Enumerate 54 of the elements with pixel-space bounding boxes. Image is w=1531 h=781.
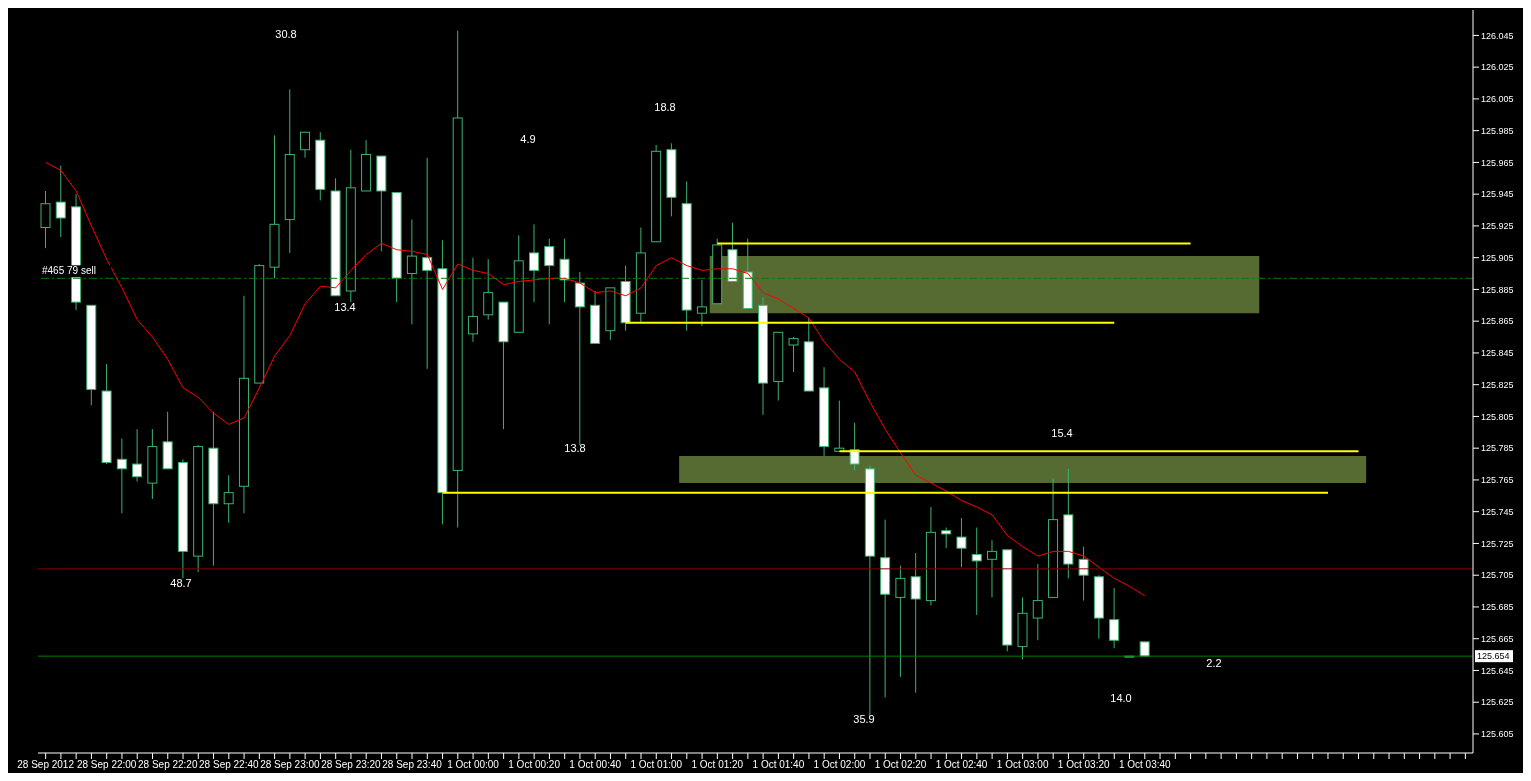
- y-tick-label: 125.625: [1481, 697, 1514, 708]
- y-tick-label: 125.845: [1481, 348, 1514, 359]
- y-tick-label: 125.965: [1481, 157, 1514, 168]
- y-tick-label: 125.865: [1481, 316, 1514, 327]
- x-tick-label: 1 Oct 00:40: [569, 759, 622, 771]
- annotation: 2.2: [1206, 657, 1222, 669]
- x-tick-label: 28 Sep 2012: [17, 759, 75, 771]
- ref-line-label: #465 79 sell: [42, 265, 96, 277]
- x-tick-label: 28 Sep 22:20: [138, 759, 198, 771]
- x-tick-label: 28 Sep 23:00: [260, 759, 321, 771]
- annotation: 35.9: [853, 713, 875, 725]
- y-tick-label: 125.605: [1481, 729, 1514, 740]
- y-tick-label: 125.685: [1481, 602, 1514, 613]
- x-tick-label: 28 Sep 23:40: [382, 759, 443, 771]
- x-tick-label: 1 Oct 02:40: [935, 759, 988, 771]
- x-tick-label: 1 Oct 03:00: [996, 759, 1049, 771]
- y-tick-label: 125.745: [1481, 506, 1514, 517]
- y-tick-label: 125.645: [1481, 665, 1514, 676]
- x-tick-label: 1 Oct 03:20: [1057, 759, 1110, 771]
- x-tick-label: 28 Sep 22:40: [199, 759, 260, 771]
- y-tick-label: 125.725: [1481, 538, 1514, 549]
- y-tick-label: 125.805: [1481, 411, 1514, 422]
- y-tick-label: 125.885: [1481, 284, 1514, 295]
- annotation: 14.0: [1110, 692, 1132, 704]
- x-tick-label: 1 Oct 00:00: [447, 759, 500, 771]
- annotation: 15.4: [1051, 427, 1073, 439]
- ref-line-label: 125.654: [1477, 651, 1510, 662]
- x-tick-label: 1 Oct 02:00: [813, 759, 866, 771]
- x-tick-label: 28 Sep 23:20: [321, 759, 382, 771]
- annotation: 18.8: [654, 101, 676, 113]
- y-tick-label: 125.985: [1481, 125, 1514, 136]
- y-tick-label: 125.945: [1481, 189, 1514, 200]
- y-tick-label: 126.025: [1481, 62, 1514, 73]
- x-tick-label: 1 Oct 03:40: [1118, 759, 1172, 771]
- y-tick-label: 125.665: [1481, 633, 1514, 644]
- x-tick-label: 1 Oct 01:00: [630, 759, 683, 771]
- x-tick-label: 1 Oct 01:20: [691, 759, 744, 771]
- annotation: 4.9: [520, 133, 536, 145]
- x-tick-label: 28 Sep 22:00: [76, 759, 137, 771]
- annotation: 48.7: [170, 577, 192, 589]
- x-tick-label: 1 Oct 02:20: [874, 759, 927, 771]
- y-tick-label: 125.765: [1481, 475, 1514, 486]
- annotation: 13.8: [564, 442, 586, 454]
- x-tick-label: 1 Oct 00:20: [508, 759, 561, 771]
- y-tick-label: 126.045: [1481, 30, 1514, 41]
- y-tick-label: 125.825: [1481, 379, 1514, 390]
- y-tick-label: 125.905: [1481, 252, 1514, 263]
- y-tick-label: 125.925: [1481, 221, 1514, 232]
- x-tick-label: 1 Oct 01:40: [752, 759, 805, 771]
- y-tick-label: 125.785: [1481, 443, 1514, 454]
- annotation: 13.4: [334, 301, 356, 313]
- y-tick-label: 125.705: [1481, 570, 1514, 581]
- y-tick-label: 126.005: [1481, 94, 1514, 105]
- annotation: 30.8: [275, 28, 297, 40]
